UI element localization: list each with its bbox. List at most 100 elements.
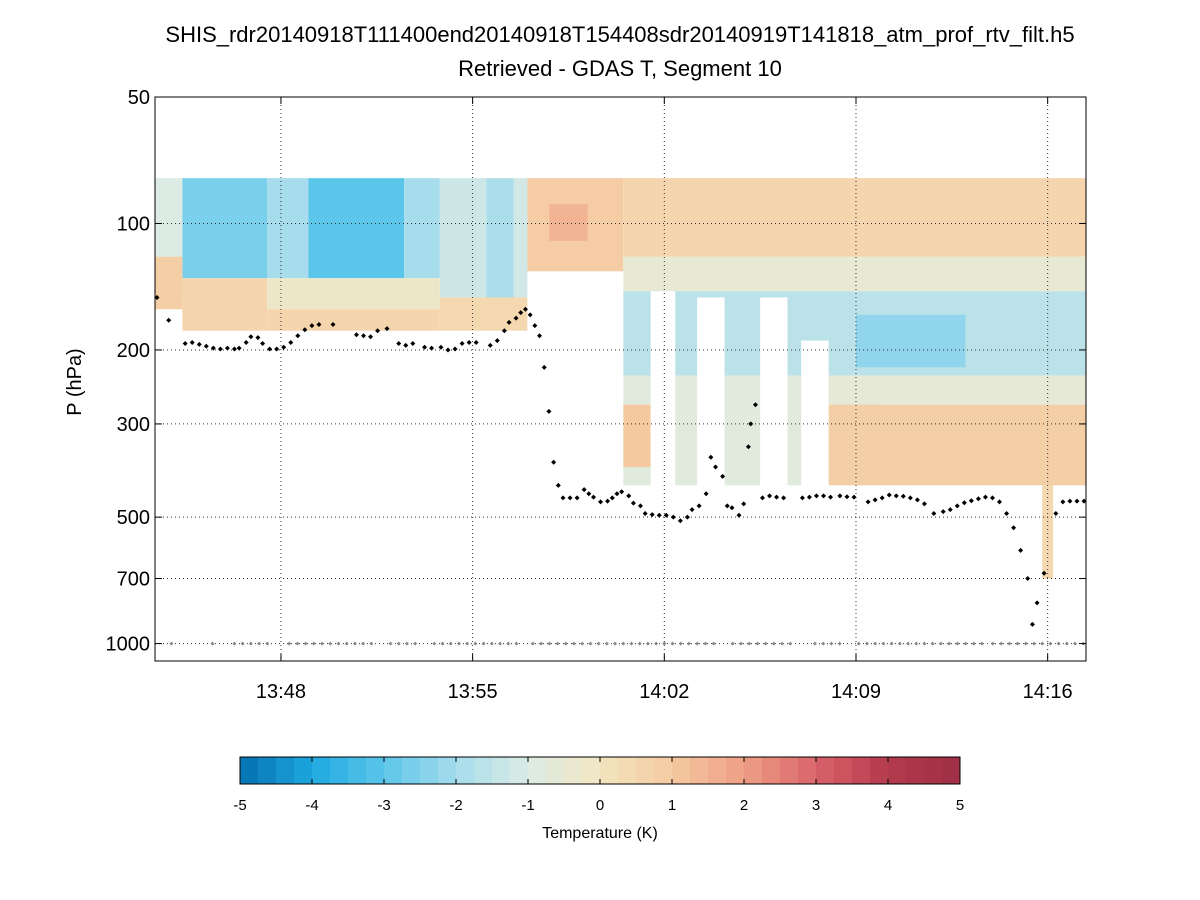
- surface-marker: [686, 641, 691, 646]
- surface-marker: [730, 641, 735, 646]
- y-tick-label: 300: [117, 414, 150, 436]
- missing-cell: [801, 340, 829, 661]
- cloud-top-marker: [224, 345, 230, 351]
- cloud-top-marker: [396, 340, 402, 346]
- cloud-top-marker: [982, 494, 988, 500]
- colorbar-swatch: [744, 757, 763, 784]
- cloud-top-marker: [865, 499, 871, 505]
- cloud-top-marker: [518, 310, 524, 316]
- cloud-top-marker: [748, 421, 754, 427]
- surface-marker: [695, 641, 700, 646]
- surface-marker: [336, 641, 341, 646]
- cloud-top-marker: [361, 333, 367, 339]
- surface-marker: [621, 641, 626, 646]
- surface-marker: [629, 641, 634, 646]
- cloud-top-marker: [189, 339, 195, 345]
- x-tick-label: 14:16: [1023, 681, 1073, 703]
- colorbar-swatch: [762, 757, 781, 784]
- surface-marker: [999, 641, 1004, 646]
- cloud-top-marker: [353, 332, 359, 338]
- colorbar-swatch: [312, 757, 331, 784]
- cloud-top-marker: [494, 338, 500, 344]
- cloud-top-marker: [736, 512, 742, 518]
- surface-marker: [1056, 641, 1061, 646]
- cloud-top-marker: [1053, 510, 1059, 516]
- surface-marker: [812, 641, 817, 646]
- surface-marker: [837, 641, 842, 646]
- y-tick-label: 50: [128, 87, 150, 109]
- cloud-top-marker: [541, 364, 547, 370]
- cloud-top-marker: [546, 408, 552, 414]
- field-cell: [623, 178, 1086, 257]
- cloud-top-marker: [203, 343, 209, 349]
- surface-marker: [1073, 641, 1078, 646]
- cloud-top-marker: [248, 334, 254, 340]
- cloud-top-marker: [288, 339, 294, 345]
- surface-marker: [369, 641, 374, 646]
- cloud-top-marker: [487, 342, 493, 348]
- cloud-top-marker: [1060, 499, 1066, 505]
- cloud-top-marker: [384, 326, 390, 332]
- cloud-top-marker: [527, 312, 533, 318]
- y-tick-label: 100: [117, 213, 150, 235]
- cloud-top-marker: [961, 500, 967, 506]
- cloud-top-marker: [330, 322, 336, 328]
- missing-cell: [697, 297, 725, 661]
- cloud-top-marker: [567, 495, 573, 501]
- cloud-top-marker: [696, 503, 702, 509]
- missing-cell: [527, 271, 624, 661]
- cloud-top-marker: [626, 493, 632, 499]
- cloud-top-marker: [1041, 570, 1047, 576]
- surface-marker: [955, 641, 960, 646]
- cloud-top-marker: [422, 344, 428, 350]
- cloud-top-marker: [872, 497, 878, 503]
- surface-marker: [481, 641, 486, 646]
- cloud-top-marker: [752, 402, 758, 408]
- cloud-top-marker: [947, 507, 953, 513]
- field-cell: [404, 178, 440, 279]
- y-tick-label: 700: [117, 569, 150, 591]
- cloud-top-marker: [473, 339, 479, 345]
- y-tick-label: 1000: [106, 634, 151, 656]
- cloud-top-marker: [619, 489, 625, 495]
- cloud-top-marker: [522, 306, 528, 312]
- colorbar-swatch: [816, 757, 835, 784]
- colorbar-tick-label: -1: [521, 797, 534, 814]
- cloud-top-marker: [670, 514, 676, 520]
- surface-marker: [555, 641, 560, 646]
- cloud-top-marker: [581, 487, 587, 493]
- colorbar-tick-label: 4: [884, 797, 892, 814]
- colorbar-swatch: [492, 757, 511, 784]
- cloud-top-marker: [642, 510, 648, 516]
- surface-marker: [1015, 641, 1020, 646]
- cloud-top-marker: [574, 495, 580, 501]
- cloud-top-marker: [537, 333, 543, 339]
- surface-marker: [864, 641, 869, 646]
- surface-marker: [979, 641, 984, 646]
- colorbar-swatch: [582, 757, 601, 784]
- surface-marker: [971, 641, 976, 646]
- surface-marker: [747, 641, 752, 646]
- y-axis-ticks: 50 100 200 300 500 700 1000: [106, 87, 1086, 656]
- field-cell: [267, 309, 440, 331]
- surface-marker: [473, 641, 478, 646]
- colorbar-swatch: [600, 757, 619, 784]
- cloud-top-marker: [403, 342, 409, 348]
- surface-marker: [361, 641, 366, 646]
- surface-marker: [1040, 641, 1045, 646]
- cloud-top-marker: [907, 495, 913, 501]
- cloud-top-marker: [555, 482, 561, 488]
- surface-marker: [771, 641, 776, 646]
- missing-data-regions: [527, 271, 829, 661]
- cloud-top-marker: [586, 491, 592, 497]
- surface-marker: [240, 641, 245, 646]
- field-cell: [1042, 485, 1054, 579]
- cloud-top-marker: [813, 493, 819, 499]
- colorbar-swatch: [438, 757, 457, 784]
- surface-marker: [763, 641, 768, 646]
- colorbar-ticks: -5 -4 -3 -2 -1 0 1 2 3 4 5: [233, 757, 964, 814]
- colorbar-swatch: [726, 757, 745, 784]
- surface-marker: [990, 641, 995, 646]
- plot-frame: [154, 96, 1087, 662]
- colorbar-label: Temperature (K): [542, 825, 658, 842]
